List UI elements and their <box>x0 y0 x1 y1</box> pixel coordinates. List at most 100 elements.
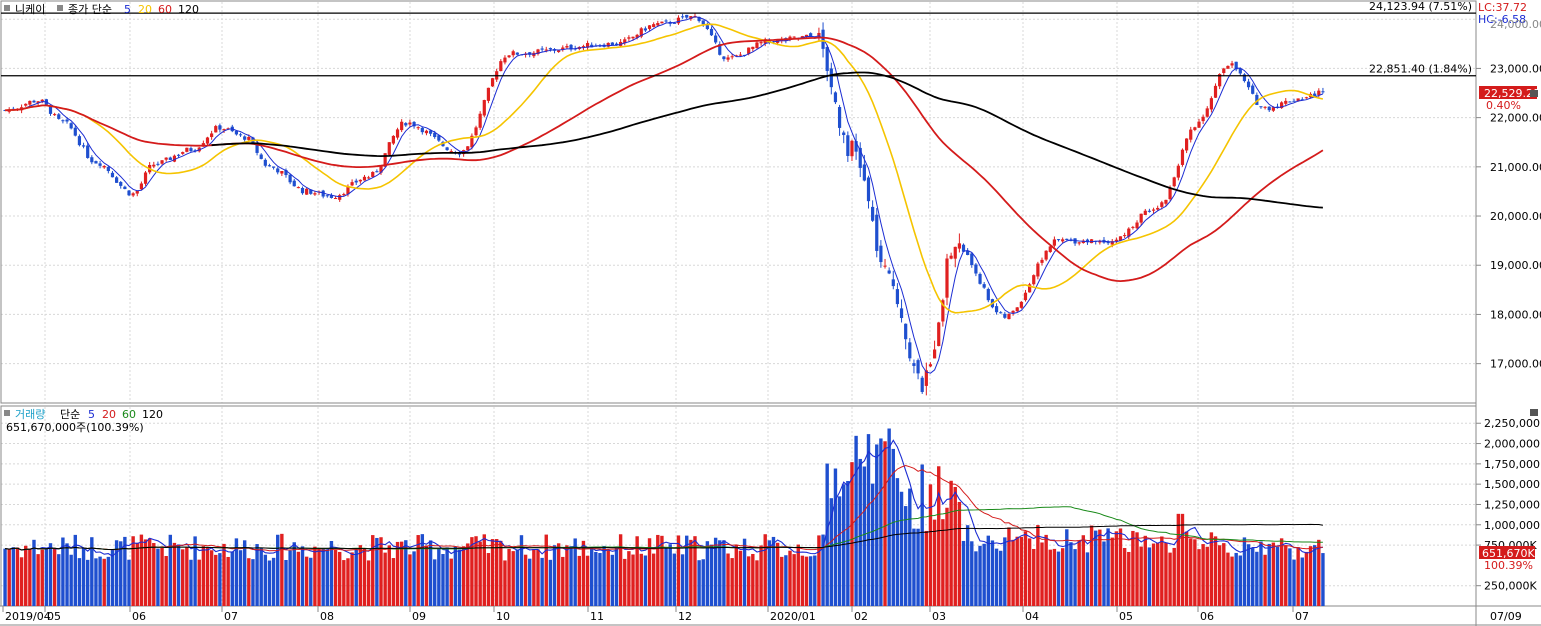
candle-body <box>1238 68 1242 74</box>
volume-legend-period-120: 120 <box>142 408 163 421</box>
candle-body <box>623 39 627 44</box>
volume-bar <box>1201 544 1205 606</box>
volume-bar <box>957 501 962 606</box>
candle-body <box>354 180 358 183</box>
volume-bar <box>470 537 474 606</box>
volume-bar <box>887 428 891 606</box>
volume-bar <box>1242 537 1247 606</box>
volume-bar <box>28 548 32 606</box>
volume-bar <box>1102 541 1106 606</box>
candle-body <box>825 47 829 71</box>
volume-bar <box>494 539 499 606</box>
price-panel-toggle-icon[interactable] <box>1530 90 1538 97</box>
candle-body <box>966 250 970 255</box>
moving-average-lines <box>5 16 1324 374</box>
volume-bar <box>350 552 354 606</box>
volume-tick-label: 250,000K <box>1484 580 1537 593</box>
volume-bar <box>304 556 309 606</box>
x-tick-label: 04 <box>1025 610 1039 623</box>
volume-bar <box>387 545 391 606</box>
volume-bar <box>548 559 553 606</box>
candle-body <box>234 130 239 135</box>
volume-bar <box>309 557 313 606</box>
volume-badge-value: 651,670K <box>1482 547 1535 560</box>
candle-body <box>1032 275 1036 285</box>
volume-bar <box>1073 549 1077 606</box>
candle-body <box>1242 74 1247 82</box>
candle-body <box>1172 177 1176 187</box>
candle-body <box>1300 99 1304 101</box>
candle-body <box>680 16 685 18</box>
volume-bar <box>1065 529 1069 606</box>
candle-body <box>590 44 594 48</box>
candle-body <box>945 258 949 298</box>
candle-body <box>804 34 809 37</box>
volume-bar <box>660 535 664 606</box>
volume-bar <box>366 560 371 606</box>
volume-bar <box>110 549 115 606</box>
volume-bar <box>69 554 73 606</box>
volume-bar <box>994 548 999 606</box>
volume-badge <box>1479 546 1535 559</box>
candle-body <box>718 44 722 55</box>
candle-body <box>809 33 813 37</box>
volume-legend: 거래량 단순 5 20 60 120 651,670,000주(100.39%) <box>4 408 163 434</box>
candle-body <box>1267 106 1271 111</box>
volume-bar <box>528 558 532 606</box>
volume-ma-5-line <box>5 439 1324 557</box>
candle-body <box>69 123 73 129</box>
candle-body <box>329 195 334 198</box>
candle-body <box>1193 127 1197 130</box>
candle-body <box>24 103 28 106</box>
volume-bar <box>598 553 602 606</box>
candle-body <box>1156 207 1160 210</box>
candle-body <box>932 349 937 359</box>
volume-bar <box>829 498 834 606</box>
candle-body <box>176 154 181 156</box>
candle-body <box>160 160 164 164</box>
volume-panel-toggle-icon[interactable] <box>1530 409 1538 416</box>
volume-bar <box>284 559 288 606</box>
candle-body <box>1197 121 1201 128</box>
candle-body <box>309 189 313 194</box>
candle-body <box>172 155 177 162</box>
candle-body <box>1114 239 1118 242</box>
volume-bar <box>404 540 408 606</box>
candle-body <box>569 44 573 50</box>
candle-body <box>61 120 65 122</box>
candle-body <box>978 273 982 284</box>
candle-body <box>1226 65 1230 69</box>
volume-bar <box>44 548 49 606</box>
volume-bar <box>990 540 995 606</box>
candle-body <box>755 42 759 49</box>
volume-bar <box>1060 548 1065 606</box>
candle-body <box>325 195 329 197</box>
price-legend-period-120: 120 <box>178 3 199 16</box>
volume-bar <box>478 541 482 606</box>
volume-bar <box>565 545 569 606</box>
volume-bar <box>7 549 11 606</box>
candle-body <box>86 145 90 158</box>
candle-body <box>362 176 367 181</box>
candle-body <box>143 172 148 184</box>
hc-label: HC:-6.58 <box>1478 13 1526 26</box>
volume-legend-period-60: 60 <box>122 408 136 421</box>
volume-bar <box>1180 513 1185 606</box>
candle-body <box>205 137 210 144</box>
volume-bar <box>771 536 776 606</box>
volume-bar <box>623 558 627 606</box>
candle-body <box>1259 106 1263 108</box>
candle-body <box>916 360 920 374</box>
volume-bar <box>1321 553 1325 606</box>
volume-bar <box>643 555 648 606</box>
candle-body <box>1275 106 1280 108</box>
volume-bar <box>1300 557 1304 606</box>
volume-bar <box>1209 532 1214 606</box>
last-price-badge <box>1479 86 1537 99</box>
candle-body <box>515 52 519 55</box>
volume-bar <box>941 519 945 606</box>
volume-bar <box>152 543 156 606</box>
volume-bar <box>507 548 511 606</box>
candle-body <box>478 113 482 128</box>
